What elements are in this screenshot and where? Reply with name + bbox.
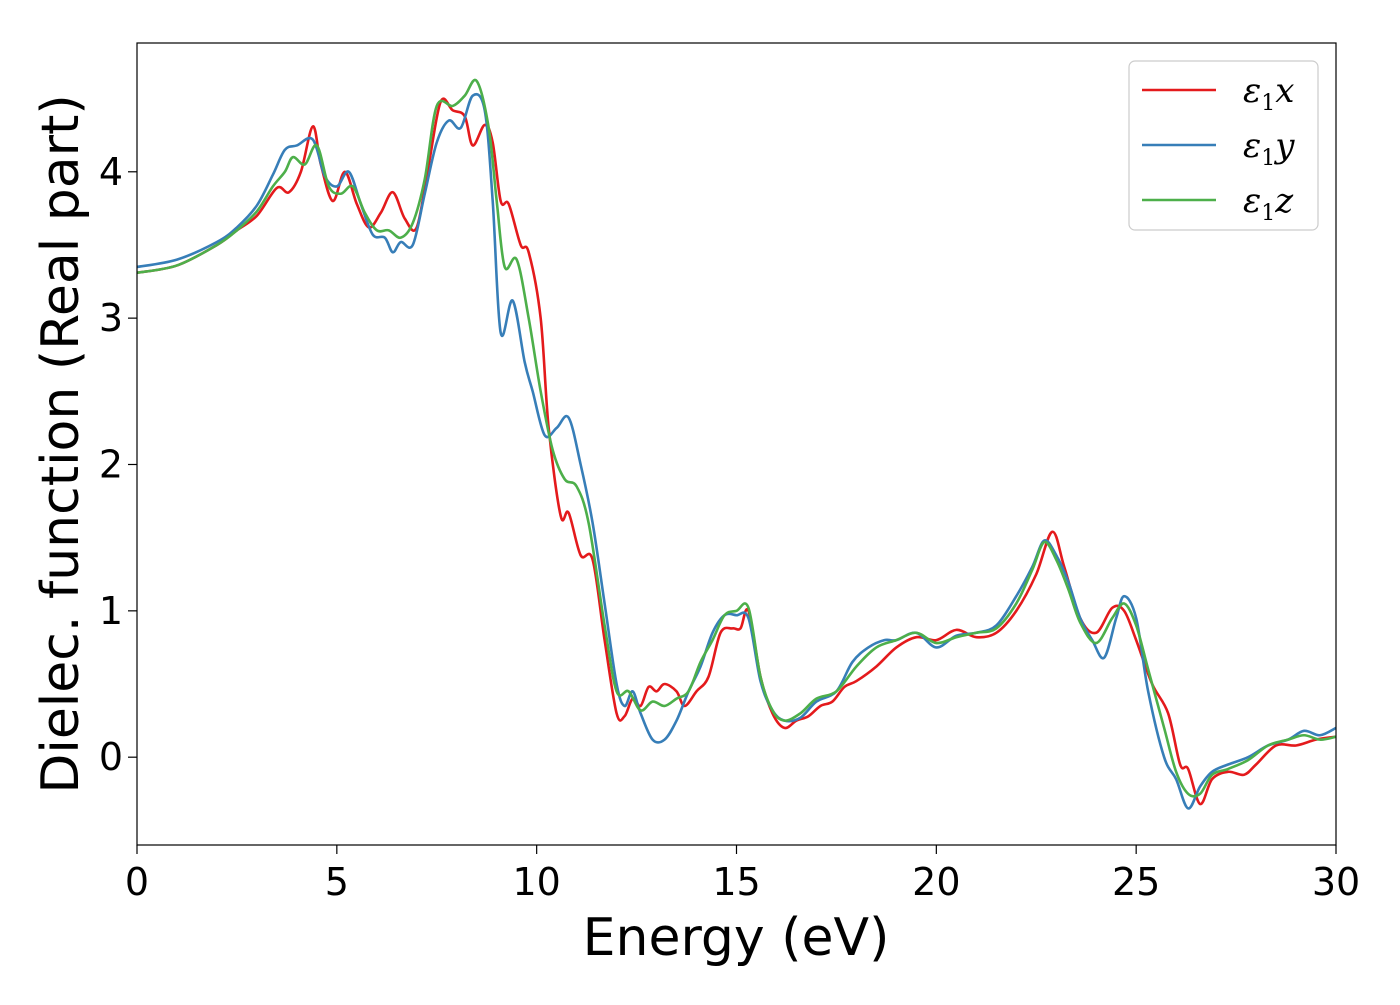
y-tick-label: 2: [99, 442, 123, 486]
legend: ε1x ε1y ε1z: [1128, 60, 1319, 231]
x-tick-label: 25: [1112, 860, 1160, 904]
legend-label-x: ε1x: [1243, 71, 1294, 116]
y-tick-label: 3: [99, 296, 123, 340]
y-axis-title: Dielec. function (Real part): [31, 94, 91, 793]
y-axis-ticks: 0 1 2 3 4: [99, 150, 137, 779]
legend-box: [1128, 60, 1319, 231]
y-tick-label: 0: [99, 735, 123, 779]
series-line-z: [137, 78, 1336, 798]
series-layer: [137, 78, 1336, 810]
x-tick-label: 15: [712, 860, 760, 904]
y-tick-label: 4: [99, 150, 123, 194]
y-tick-label: 1: [99, 589, 123, 633]
x-tick-label: 30: [1312, 860, 1360, 904]
x-axis-ticks: 0 5 10 15 20 25 30: [125, 845, 1360, 904]
legend-label-y: ε1y: [1243, 126, 1295, 171]
series-line-x: [137, 97, 1336, 806]
x-tick-label: 10: [512, 860, 560, 904]
x-tick-label: 0: [125, 860, 149, 904]
legend-label-z: ε1z: [1243, 181, 1294, 226]
x-axis-title: Energy (eV): [583, 908, 890, 968]
x-tick-label: 5: [325, 860, 349, 904]
x-tick-label: 20: [912, 860, 960, 904]
